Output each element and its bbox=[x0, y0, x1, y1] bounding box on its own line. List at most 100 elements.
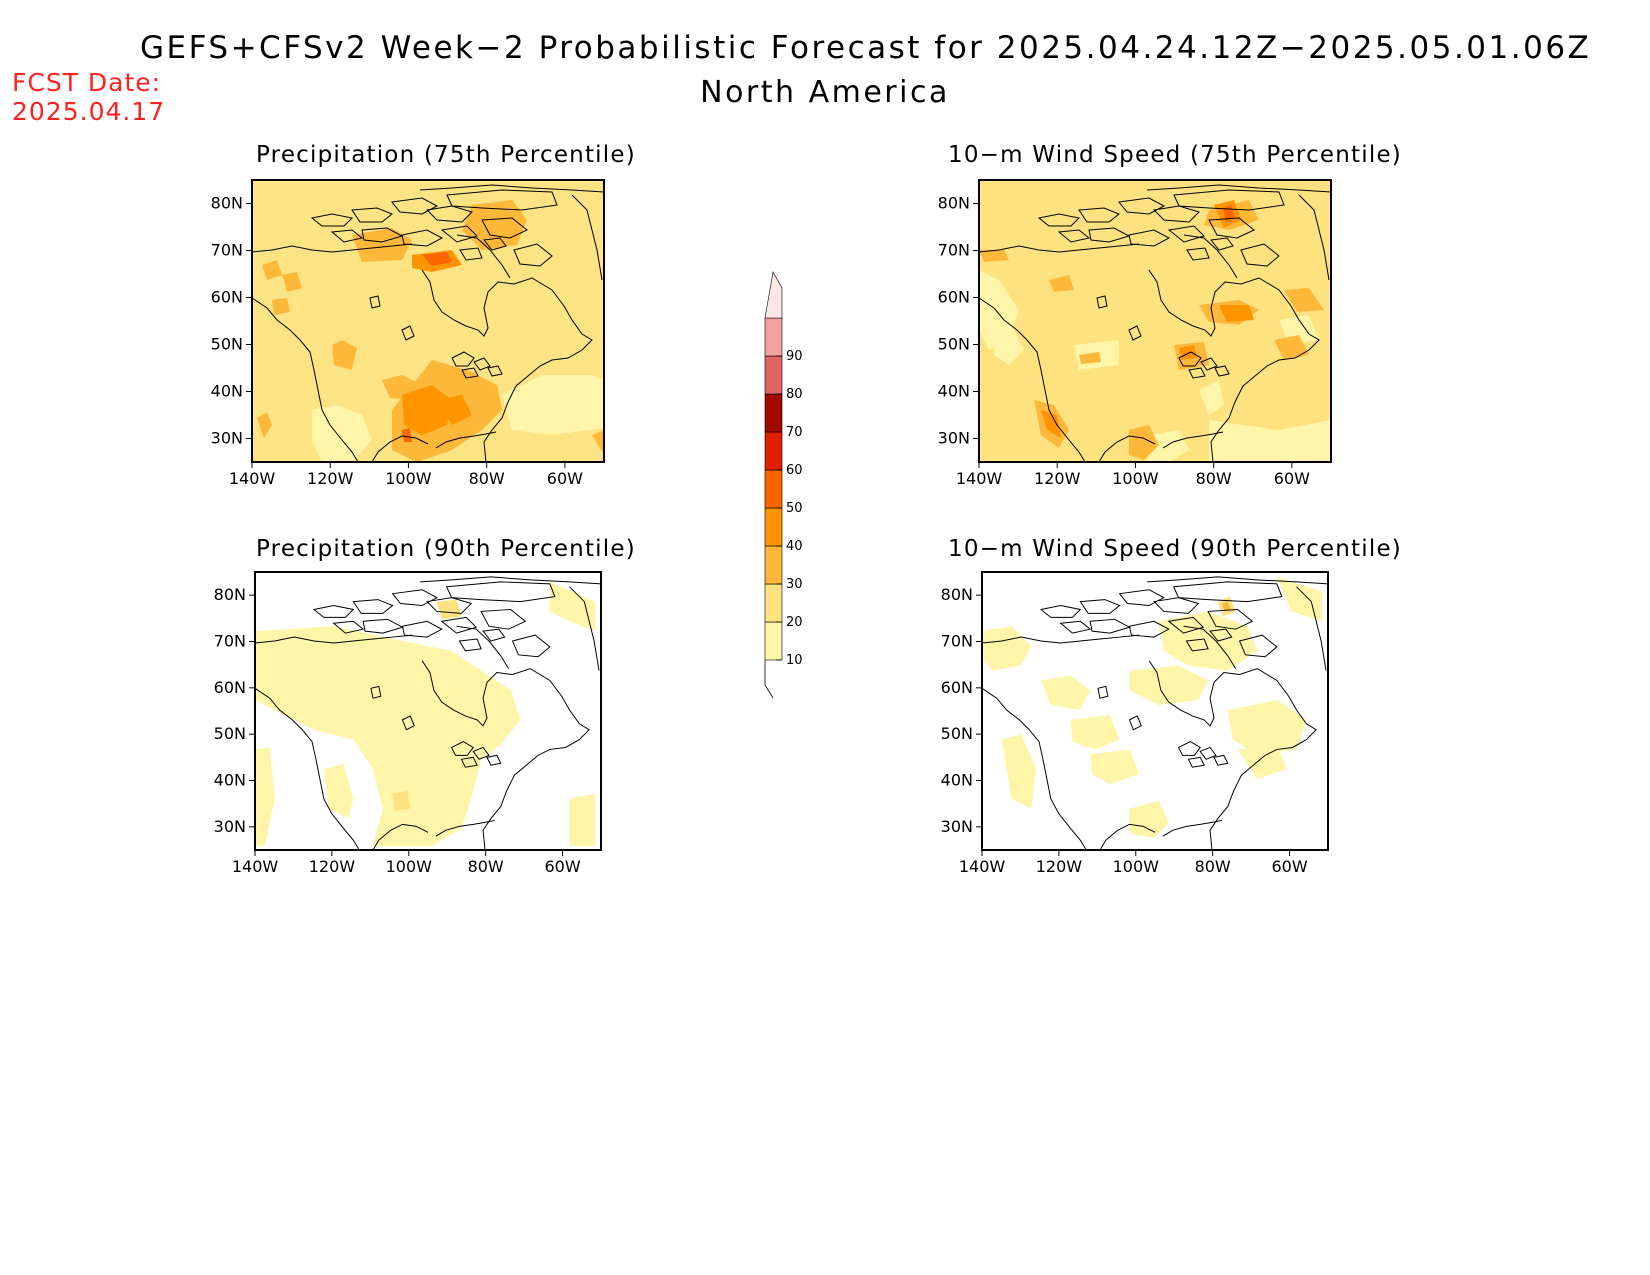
coastline bbox=[1296, 586, 1327, 671]
shading-layer bbox=[255, 581, 596, 847]
arctic-island bbox=[1210, 237, 1234, 251]
coastline bbox=[420, 576, 602, 585]
lon-tick-label: 140W bbox=[232, 857, 279, 876]
lake-outline bbox=[451, 351, 475, 367]
lake-outline bbox=[1187, 756, 1205, 768]
colorbar-segment bbox=[764, 583, 783, 623]
map-frame bbox=[981, 571, 1329, 851]
lake-outline bbox=[473, 357, 491, 371]
coastline bbox=[1183, 234, 1238, 279]
probability-shading bbox=[422, 252, 452, 266]
arctic-island bbox=[511, 634, 551, 658]
probability-shading bbox=[1070, 714, 1120, 750]
coastline bbox=[419, 184, 605, 193]
colorbar-level-label: 60 bbox=[786, 463, 803, 478]
lat-tick-label: 70N bbox=[211, 241, 243, 260]
arctic-island bbox=[1128, 229, 1171, 247]
forecast-date-label: FCST Date: bbox=[12, 68, 162, 97]
probability-shading bbox=[1199, 380, 1224, 415]
lat-tick-label: 40N bbox=[214, 771, 246, 790]
arctic-island bbox=[481, 217, 528, 239]
lat-tick-label: 60N bbox=[211, 288, 243, 307]
lon-tick-label: 120W bbox=[309, 857, 356, 876]
colorbar-segment bbox=[764, 393, 783, 433]
arctic-island bbox=[1059, 620, 1092, 634]
lon-tick-label: 60W bbox=[1271, 857, 1307, 876]
lon-tick-label: 80W bbox=[1195, 857, 1231, 876]
coastline bbox=[421, 660, 590, 851]
probability-shading bbox=[1090, 749, 1140, 784]
probability-shading bbox=[1274, 335, 1309, 360]
lat-tick-label: 50N bbox=[938, 335, 970, 354]
arctic-island bbox=[312, 605, 355, 618]
color-scale-legend: 10 20 30 40 50 60 70 80 90 bbox=[764, 271, 803, 699]
colorbar-level-label: 30 bbox=[786, 577, 803, 592]
probability-shading bbox=[1040, 675, 1091, 711]
lake-outline bbox=[1213, 754, 1229, 766]
coastline bbox=[978, 243, 1140, 253]
forecast-title: GEFS+CFSv2 Week−2 Probabilistic Forecast… bbox=[140, 30, 1592, 66]
probability-shading bbox=[436, 599, 462, 620]
map-precip-75: 30N 40N 50N 60N 70N 80N 140W 120W 100W 80W 60W bbox=[211, 179, 605, 488]
arctic-island bbox=[1238, 634, 1278, 658]
arctic-island bbox=[446, 189, 558, 211]
arctic-island bbox=[362, 618, 404, 634]
probability-shading bbox=[1219, 305, 1254, 322]
lake-outline bbox=[450, 740, 474, 756]
coastline bbox=[456, 625, 510, 669]
map-precip-90: 30N 40N 50N 60N 70N 80N 140W 120W 100W 80W 60W bbox=[214, 571, 602, 876]
arctic-island bbox=[1039, 605, 1082, 618]
probability-shading bbox=[1041, 410, 1061, 438]
coastline bbox=[981, 687, 1087, 851]
coastline bbox=[251, 243, 413, 253]
coastline-layer bbox=[254, 576, 602, 851]
arctic-island bbox=[425, 205, 473, 223]
arctic-island bbox=[361, 227, 404, 243]
probability-shading bbox=[282, 272, 302, 292]
coastline bbox=[1146, 184, 1332, 193]
map-wind-75: 30N 40N 50N 60N 70N 80N 140W 120W 100W 80W 60W bbox=[938, 179, 1332, 488]
arctic-island bbox=[310, 213, 354, 227]
panel-title-wind-90: 10−m Wind Speed (90th Percentile) bbox=[948, 536, 1402, 562]
coastline bbox=[254, 634, 413, 644]
probability-shading bbox=[1237, 744, 1287, 780]
coastline bbox=[254, 687, 360, 851]
lake-outline bbox=[461, 367, 479, 379]
lat-tick-label: 50N bbox=[941, 724, 973, 743]
lon-tick-label: 100W bbox=[1112, 469, 1159, 488]
probability-shading bbox=[402, 428, 412, 442]
colorbar-level-label: 50 bbox=[786, 501, 803, 516]
lat-tick-label: 30N bbox=[941, 817, 973, 836]
arctic-island bbox=[1240, 243, 1280, 267]
probability-shading bbox=[1001, 734, 1037, 809]
coastline bbox=[1298, 194, 1330, 281]
lon-tick-label: 140W bbox=[229, 469, 276, 488]
lake-outline bbox=[1128, 715, 1142, 731]
lon-tick-label: 120W bbox=[1036, 857, 1083, 876]
probability-shading bbox=[1276, 576, 1323, 622]
colorbar-segment bbox=[764, 271, 783, 319]
lon-tick-label: 140W bbox=[959, 857, 1006, 876]
lake-outline bbox=[460, 756, 478, 768]
lon-tick-label: 100W bbox=[1113, 857, 1160, 876]
lon-tick-label: 80W bbox=[468, 857, 504, 876]
coastline bbox=[571, 194, 603, 281]
lon-tick-label: 120W bbox=[1034, 469, 1081, 488]
coastline bbox=[456, 234, 511, 279]
probability-shading bbox=[592, 430, 604, 455]
probability-shading bbox=[994, 320, 1024, 365]
lat-tick-label: 40N bbox=[211, 382, 243, 401]
probability-shading bbox=[323, 764, 354, 819]
arctic-island bbox=[1152, 205, 1200, 223]
arctic-island bbox=[401, 229, 444, 247]
coastline bbox=[1148, 660, 1317, 851]
probability-shading bbox=[1227, 700, 1307, 755]
probability-shading bbox=[1221, 601, 1231, 612]
coastline bbox=[372, 823, 429, 851]
colorbar-lower-extension bbox=[764, 660, 774, 699]
lat-tick-label: 70N bbox=[214, 632, 246, 651]
coastline-layer bbox=[978, 184, 1332, 463]
arctic-island bbox=[330, 229, 364, 243]
lat-tick-label: 70N bbox=[938, 241, 970, 260]
lat-tick-label: 80N bbox=[938, 194, 970, 213]
